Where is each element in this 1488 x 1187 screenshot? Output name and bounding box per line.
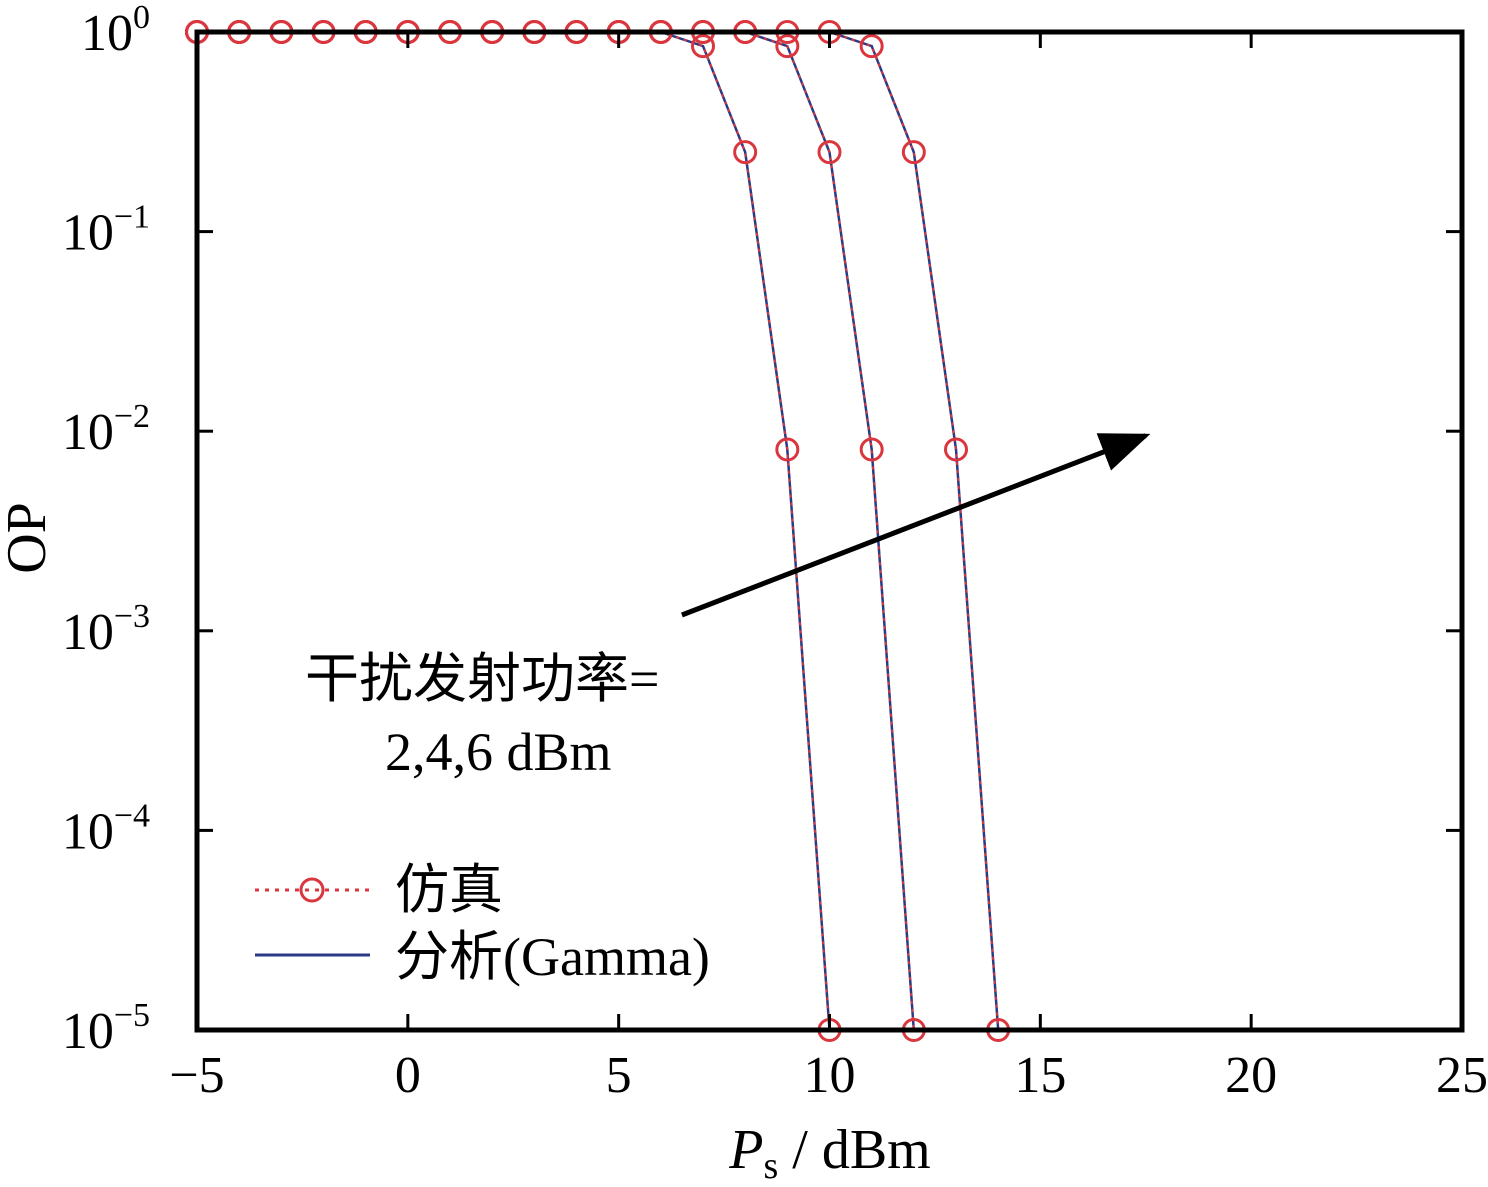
- annotation-arrow: [681, 433, 1151, 618]
- x-tick-label: −5: [169, 1047, 224, 1104]
- series-layer: [185, 20, 1011, 1042]
- x-axis-label: Ps / dBm: [728, 1119, 930, 1182]
- y-tick-label: 10−1: [62, 199, 150, 262]
- simulation-point: [817, 140, 842, 165]
- x-axis-label-unit: / dBm: [778, 1119, 930, 1181]
- y-tick-label: 10−3: [62, 598, 150, 661]
- y-tick-label: 10−4: [62, 797, 150, 860]
- annotation-line-1: 干扰发射功率=: [305, 649, 659, 709]
- simulation-point: [901, 140, 926, 165]
- annotation-line-2: 2,4,6 dBm: [385, 722, 612, 782]
- y-tick-label: 10−2: [62, 398, 150, 461]
- x-axis-label-main: P: [728, 1119, 763, 1181]
- simulation-point: [859, 437, 884, 462]
- simulation-point: [859, 34, 884, 59]
- y-tick-label: 100: [81, 0, 150, 62]
- legend: 仿真 分析(Gamma): [255, 860, 710, 987]
- legend-sim-label: 仿真: [395, 860, 503, 920]
- plot-frame: [194, 29, 1465, 1033]
- y-tick-label: 10−5: [62, 997, 150, 1060]
- x-axis-label-sub: s: [763, 1145, 778, 1182]
- simulation-point: [775, 437, 800, 462]
- annotation: 干扰发射功率= 2,4,6 dBm: [305, 433, 1151, 782]
- simulation-point: [691, 34, 715, 59]
- legend-analysis-label: 分析(Gamma): [395, 927, 710, 987]
- ticks-layer: −5 0 5 10 15 20 25 100 10−1 10−2 10−3 10−4 10−5: [62, 0, 1488, 1104]
- y-axis-label: OP: [0, 502, 58, 574]
- analysis-line: [197, 30, 831, 1031]
- x-tick-label: 15: [1014, 1047, 1066, 1104]
- legend-sim-marker: [299, 877, 325, 903]
- x-tick-label: 20: [1225, 1047, 1277, 1104]
- simulation-point: [775, 34, 800, 59]
- x-tick-label: 5: [606, 1047, 632, 1104]
- axis-labels: Ps / dBm OP: [0, 502, 931, 1187]
- x-tick-label: 25: [1436, 1047, 1488, 1104]
- x-tick-label: 0: [395, 1047, 421, 1104]
- simulation-line: [197, 31, 831, 1031]
- simulation-point: [733, 140, 758, 165]
- simulation-point: [944, 437, 968, 462]
- x-tick-label: 10: [804, 1047, 856, 1104]
